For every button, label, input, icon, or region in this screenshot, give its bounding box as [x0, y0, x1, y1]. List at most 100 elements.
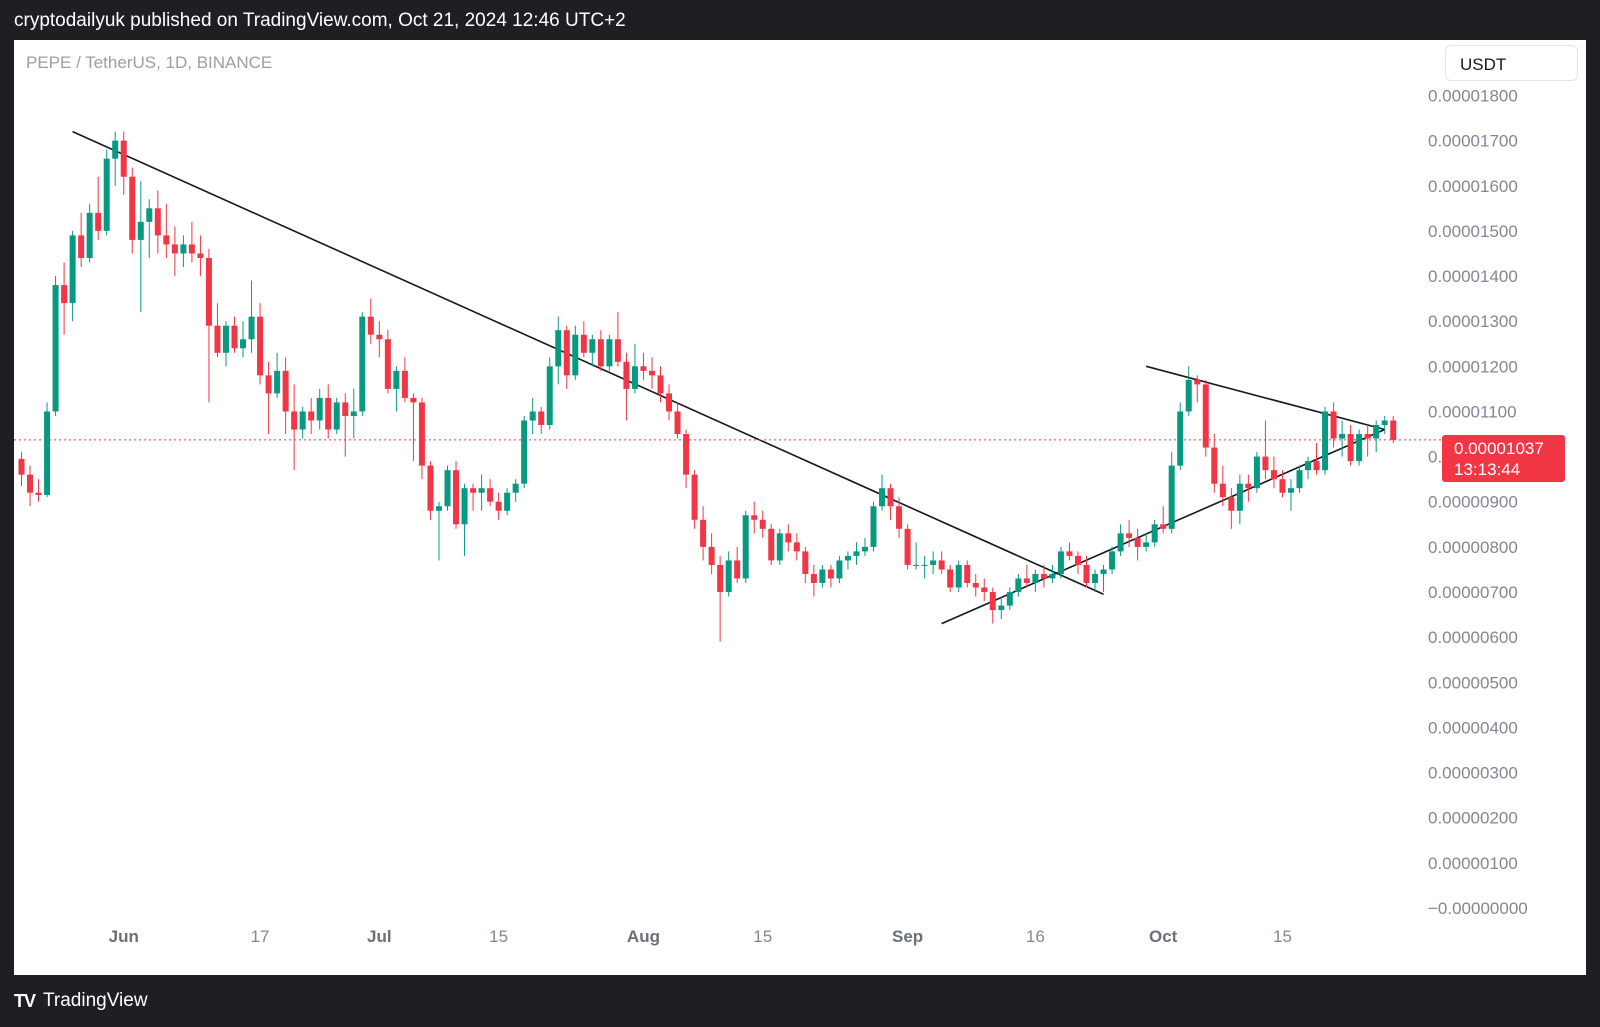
candle-body: [495, 501, 502, 511]
candle: [265, 361, 272, 435]
candle-body: [333, 402, 340, 430]
candle: [435, 501, 442, 561]
candle-body: [410, 397, 417, 403]
candle: [1015, 573, 1022, 597]
last-price-value: 0.00001037: [1454, 439, 1544, 458]
downtrend-line[interactable]: [72, 130, 1104, 596]
candle: [870, 501, 877, 552]
candle-body: [1381, 420, 1388, 426]
candle-body: [1177, 411, 1184, 466]
price-tick-label: 0.00001800: [1428, 86, 1518, 105]
tradingview-footer[interactable]: TV TradingView: [14, 990, 148, 1012]
publisher-header: cryptodailyuk published on TradingView.c…: [14, 10, 626, 31]
candle: [367, 298, 374, 344]
time-tick-label: 15: [1273, 927, 1292, 946]
candle: [972, 573, 979, 597]
candle-body: [614, 339, 621, 362]
candle: [674, 402, 681, 439]
candle: [1151, 519, 1158, 547]
candle: [768, 524, 775, 565]
candle-body: [904, 528, 911, 565]
time-tick-label: 15: [489, 927, 508, 946]
candle: [1228, 488, 1235, 529]
candle: [1270, 456, 1277, 489]
candle-body: [683, 434, 690, 475]
candle: [61, 262, 68, 335]
candle: [44, 402, 51, 498]
candle-body: [1390, 420, 1397, 440]
candle: [1219, 465, 1226, 507]
candle-body: [521, 420, 528, 484]
price-axis[interactable]: 0.00001800 0.00001700 0.00001600 0.00001500…: [1428, 86, 1528, 918]
time-axis[interactable]: Jun 17 Jul 15 Aug 15 Sep 16 Oct 15: [109, 927, 1292, 946]
candle-body: [1057, 551, 1064, 574]
chart-panel[interactable]: [14, 40, 1586, 975]
candle-body: [964, 564, 971, 583]
candle: [964, 560, 971, 588]
candle: [1006, 587, 1013, 611]
candle: [470, 483, 477, 511]
candle: [197, 235, 204, 277]
candle: [819, 564, 826, 588]
candle: [896, 497, 903, 538]
candle-body: [981, 587, 988, 593]
candle-body: [129, 176, 136, 240]
candle: [947, 564, 954, 593]
candle: [751, 501, 758, 534]
candle: [563, 325, 570, 389]
candle-body: [802, 551, 809, 574]
candle: [555, 316, 562, 385]
candle-body: [171, 244, 178, 254]
candle-body: [461, 488, 468, 525]
candle-body: [205, 257, 212, 326]
candle: [316, 388, 323, 430]
candle: [1305, 456, 1312, 480]
candle: [86, 203, 93, 263]
candle: [350, 388, 357, 439]
candle: [1126, 519, 1133, 547]
candle: [589, 334, 596, 367]
candle-body: [725, 560, 732, 593]
candle: [163, 203, 170, 258]
candle: [623, 352, 630, 421]
candle: [708, 533, 715, 574]
candle: [606, 334, 613, 371]
candle-body: [248, 316, 255, 340]
candle-body: [555, 330, 562, 367]
candle: [1202, 379, 1209, 457]
candle: [461, 483, 468, 556]
candle: [853, 542, 860, 565]
candle: [35, 479, 42, 502]
candle: [52, 276, 59, 416]
candle-body: [231, 325, 238, 349]
candle-body: [146, 208, 153, 222]
candle: [614, 312, 621, 367]
candle: [1066, 542, 1073, 561]
candle: [478, 474, 485, 511]
candle: [69, 230, 76, 322]
candle: [103, 149, 110, 236]
price-tick-label: 0.00000100: [1428, 854, 1518, 873]
candle-body: [870, 506, 877, 547]
candle-body: [768, 528, 775, 561]
candle: [691, 470, 698, 529]
currency-button[interactable]: USDT: [1445, 45, 1578, 81]
candle-body: [418, 402, 425, 466]
trendlines: [14, 130, 1442, 625]
candle: [1330, 402, 1337, 448]
candle-body: [35, 492, 42, 495]
candle: [18, 452, 25, 486]
candle-body: [836, 560, 843, 579]
candle-body: [759, 519, 766, 529]
candle: [1185, 366, 1192, 416]
candle: [913, 542, 920, 570]
candle-body: [257, 316, 264, 376]
candle-body: [844, 555, 851, 561]
candle-body: [1134, 537, 1141, 547]
triangle-upper-line[interactable]: [1145, 365, 1385, 431]
time-tick-label: 16: [1026, 927, 1045, 946]
candle-body: [580, 334, 587, 353]
time-tick-label: Oct: [1149, 927, 1178, 946]
candle: [580, 321, 587, 358]
